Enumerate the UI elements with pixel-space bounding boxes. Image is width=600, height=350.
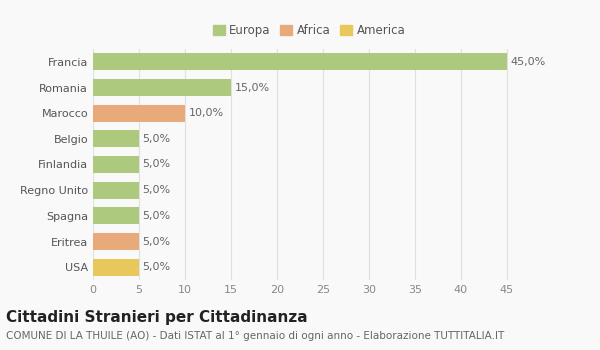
Bar xyxy=(93,79,231,96)
Text: 5,0%: 5,0% xyxy=(143,185,171,195)
Bar xyxy=(93,131,139,147)
Text: COMUNE DI LA THUILE (AO) - Dati ISTAT al 1° gennaio di ogni anno - Elaborazione : COMUNE DI LA THUILE (AO) - Dati ISTAT al… xyxy=(6,331,504,341)
Text: 15,0%: 15,0% xyxy=(235,83,269,92)
Text: 5,0%: 5,0% xyxy=(143,237,171,246)
Text: 45,0%: 45,0% xyxy=(510,57,545,67)
Text: Cittadini Stranieri per Cittadinanza: Cittadini Stranieri per Cittadinanza xyxy=(6,310,308,325)
Text: 5,0%: 5,0% xyxy=(143,160,171,169)
Bar xyxy=(93,54,506,70)
Text: 5,0%: 5,0% xyxy=(143,262,171,272)
Bar xyxy=(93,259,139,275)
Text: 5,0%: 5,0% xyxy=(143,211,171,221)
Text: 5,0%: 5,0% xyxy=(143,134,171,144)
Legend: Europa, Africa, America: Europa, Africa, America xyxy=(209,20,409,40)
Bar xyxy=(93,208,139,224)
Bar xyxy=(93,105,185,121)
Bar xyxy=(93,182,139,198)
Text: 10,0%: 10,0% xyxy=(188,108,224,118)
Bar xyxy=(93,233,139,250)
Bar xyxy=(93,156,139,173)
